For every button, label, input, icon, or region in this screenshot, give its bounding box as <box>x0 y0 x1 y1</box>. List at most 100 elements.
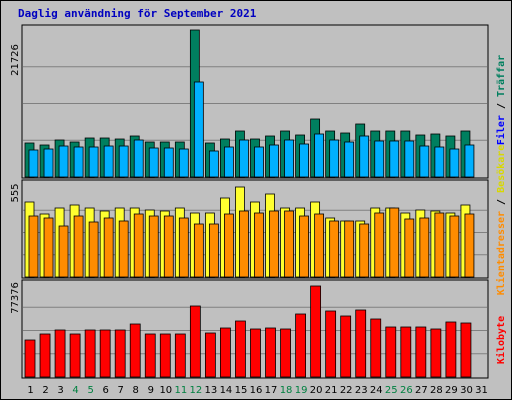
bar-kilobyte-day-21 <box>325 310 337 378</box>
bar-filer-day-25 <box>389 140 400 178</box>
bar-filer-day-18 <box>284 139 294 178</box>
bar-kilobyte-day-23 <box>355 309 367 378</box>
x-tick-day-19: 19 <box>295 385 308 396</box>
bar-filer-day-3 <box>58 145 69 178</box>
bar-filer-day-14 <box>224 146 234 178</box>
bar-kilobyte-day-24 <box>370 318 382 378</box>
x-tick-labels: 1 2 3 4 5 6 7 8 9 10 11 12 13 14 15 16 17 18 19 20 21 22 23 24 2… <box>27 385 488 396</box>
x-tick-day-18: 18 <box>280 385 293 396</box>
bar-filer-day-20 <box>314 133 325 178</box>
bar-filer-day-23 <box>359 135 370 178</box>
bar-klientadresser-day-15 <box>239 210 249 278</box>
bar-kilobyte-day-10 <box>159 333 171 378</box>
bar-filer-day-16 <box>254 146 264 178</box>
x-tick-day-23: 23 <box>355 385 368 396</box>
bar-klientadresser-day-20 <box>314 213 325 278</box>
bar-klientadresser-day-5 <box>88 221 99 278</box>
bar-kilobyte-day-22 <box>340 315 352 378</box>
bar-kilobyte-day-27 <box>415 326 427 378</box>
bar-filer-day-7 <box>118 145 129 178</box>
x-tick-day-6: 6 <box>102 385 108 396</box>
bar-filer-day-2 <box>43 148 54 178</box>
x-tick-day-10: 10 <box>159 385 172 396</box>
bar-klientadresser-day-29 <box>449 215 460 278</box>
bar-kilobyte-day-20 <box>310 285 322 378</box>
bar-klientadresser-day-17 <box>269 210 279 278</box>
x-tick-day-14: 14 <box>220 385 233 396</box>
bar-klientadresser-day-16 <box>254 212 264 278</box>
x-tick-day-5: 5 <box>87 385 93 396</box>
x-tick-day-24: 24 <box>370 385 383 396</box>
bar-kilobyte-day-5 <box>84 329 96 378</box>
bar-klientadresser-day-23 <box>359 223 370 278</box>
bar-filer-day-17 <box>269 144 279 178</box>
x-tick-day-31: 31 <box>475 385 488 396</box>
bar-kilobyte-day-29 <box>445 321 457 378</box>
x-tick-day-16: 16 <box>250 385 263 396</box>
bar-klientadresser-day-21 <box>329 220 340 278</box>
bar-klientadresser-day-18 <box>284 210 294 278</box>
bar-klientadresser-day-30 <box>464 213 475 278</box>
x-tick-day-2: 2 <box>42 385 48 396</box>
x-tick-day-21: 21 <box>325 385 338 396</box>
legend-files: Filer <box>495 115 507 145</box>
x-tick-day-15: 15 <box>235 385 248 396</box>
bar-filer-day-21 <box>329 139 340 178</box>
bar-klientadresser-day-19 <box>299 215 309 278</box>
bar-klientadresser-day-8 <box>133 213 144 278</box>
bar-filer-day-22 <box>344 141 355 178</box>
bar-kilobyte-day-3 <box>54 329 66 378</box>
bar-filer-day-13 <box>208 150 219 178</box>
bar-filer-day-24 <box>374 140 385 178</box>
bar-filer-day-9 <box>148 147 159 178</box>
x-tick-day-27: 27 <box>415 385 428 396</box>
bar-filer-day-29 <box>449 148 460 178</box>
bar-klientadresser-day-2 <box>43 217 54 278</box>
bar-kilobyte-day-2 <box>39 333 51 378</box>
legend-kbytes: Kilobyte <box>495 316 507 364</box>
x-tick-day-3: 3 <box>57 385 63 396</box>
bar-kilobyte-day-30 <box>460 322 472 378</box>
bars <box>24 29 475 378</box>
x-tick-day-20: 20 <box>310 385 323 396</box>
x-tick-day-8: 8 <box>133 385 139 396</box>
x-tick-day-29: 29 <box>445 385 458 396</box>
bar-klientadresser-day-14 <box>224 213 234 278</box>
bar-kilobyte-day-12 <box>189 305 201 378</box>
bar-filer-day-6 <box>103 145 114 178</box>
bar-klientadresser-day-27 <box>419 217 430 278</box>
bar-klientadresser-day-11 <box>178 217 189 278</box>
bar-klientadresser-day-26 <box>404 218 415 278</box>
chart-title: Daglig användning för September 2021 <box>18 7 257 20</box>
x-tick-day-9: 9 <box>148 385 154 396</box>
bar-klientadresser-day-12 <box>193 223 204 278</box>
bar-filer-day-26 <box>404 140 415 178</box>
x-tick-day-7: 7 <box>118 385 124 396</box>
bar-klientadresser-day-13 <box>208 223 219 278</box>
bar-kilobyte-day-11 <box>174 333 186 378</box>
x-tick-day-25: 25 <box>385 385 398 396</box>
bar-klientadresser-day-9 <box>148 215 159 278</box>
bar-kilobyte-day-8 <box>129 323 141 378</box>
legend-bottom: Kilobyte <box>495 316 507 364</box>
bar-klientadresser-day-3 <box>58 225 69 278</box>
bar-filer-day-27 <box>419 145 430 178</box>
bar-filer-day-5 <box>88 146 99 178</box>
bar-klientadresser-day-4 <box>73 215 84 278</box>
bar-kilobyte-day-7 <box>114 329 126 378</box>
bar-filer-day-11 <box>178 148 189 178</box>
bar-filer-day-1 <box>28 149 39 178</box>
bar-kilobyte-day-1 <box>24 339 36 378</box>
bar-klientadresser-day-6 <box>103 217 114 278</box>
x-tick-day-13: 13 <box>205 385 218 396</box>
y-max-middle: 555 <box>10 183 21 202</box>
bar-kilobyte-day-17 <box>265 327 276 378</box>
legend-middle: Klientadresser / Besökare <box>495 145 507 296</box>
bar-filer-day-10 <box>163 147 174 178</box>
bar-kilobyte-day-9 <box>144 333 156 378</box>
legend-visits: Besökare <box>496 145 507 193</box>
legend-sites: Klientadresser <box>495 211 507 295</box>
legend-sep-middle: / <box>496 193 507 211</box>
legend-hits: Träffar <box>496 55 507 97</box>
